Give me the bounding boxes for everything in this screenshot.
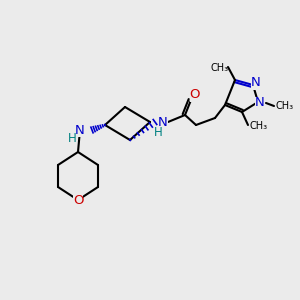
Text: H: H	[68, 133, 76, 146]
Text: N: N	[255, 97, 265, 110]
Text: CH₃: CH₃	[276, 101, 294, 111]
Text: N: N	[251, 76, 261, 89]
Text: H: H	[154, 125, 162, 139]
Text: N: N	[158, 116, 168, 128]
Text: O: O	[73, 194, 83, 206]
Text: N: N	[75, 124, 85, 136]
Text: CH₃: CH₃	[211, 63, 229, 73]
Text: O: O	[190, 88, 200, 101]
Text: CH₃: CH₃	[250, 121, 268, 131]
